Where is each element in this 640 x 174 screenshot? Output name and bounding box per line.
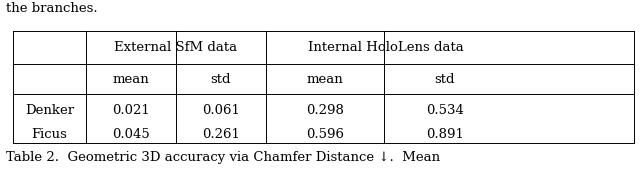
Text: 0.534: 0.534 <box>426 104 464 117</box>
Text: 0.298: 0.298 <box>306 104 344 117</box>
Text: 0.061: 0.061 <box>202 104 240 117</box>
Text: 0.045: 0.045 <box>113 128 150 141</box>
Text: mean: mean <box>113 73 150 86</box>
Text: Internal HoloLens data: Internal HoloLens data <box>308 41 463 54</box>
Text: 0.021: 0.021 <box>113 104 150 117</box>
Text: 0.261: 0.261 <box>202 128 240 141</box>
Text: Ficus: Ficus <box>31 128 68 141</box>
Text: the branches.: the branches. <box>6 2 98 15</box>
Text: std: std <box>211 73 231 86</box>
Text: Denker: Denker <box>25 104 74 117</box>
Text: std: std <box>435 73 455 86</box>
Text: External SfM data: External SfM data <box>115 41 237 54</box>
Text: 0.596: 0.596 <box>306 128 344 141</box>
Text: Table 2.  Geometric 3D accuracy via Chamfer Distance ↓.  Mean: Table 2. Geometric 3D accuracy via Chamf… <box>6 151 440 164</box>
Text: mean: mean <box>307 73 343 86</box>
Text: 0.891: 0.891 <box>426 128 464 141</box>
